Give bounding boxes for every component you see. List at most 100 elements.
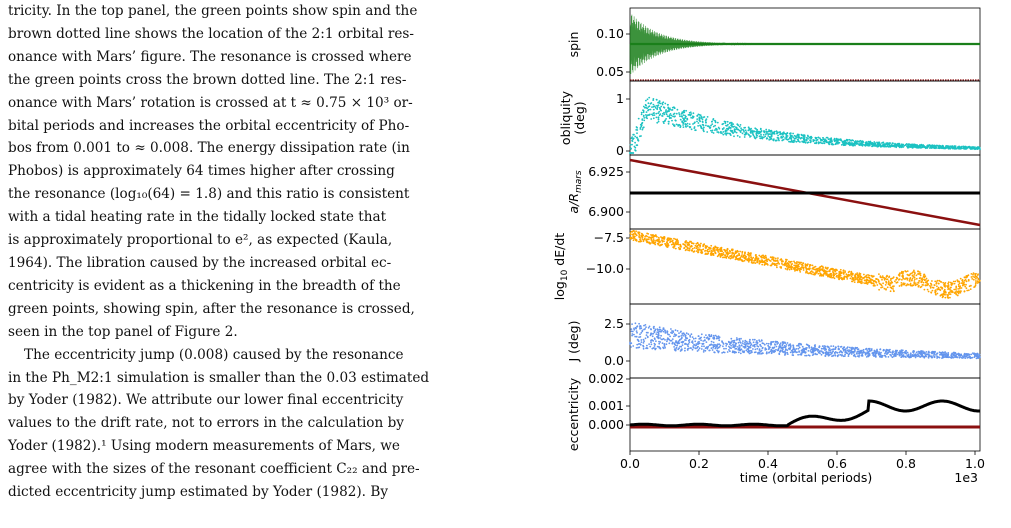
obliquity-point [819,141,821,144]
inclination-point [684,335,687,337]
inclination-point [781,341,784,344]
inclination-point [758,348,761,350]
dissipation-point [744,251,746,254]
obliquity-point [652,108,655,111]
obliquity-point [654,105,656,108]
obliquity-point [657,104,660,107]
obliquity-point [780,135,783,138]
dissipation-point [756,259,759,262]
obliquity-point [645,99,647,102]
inclination-point [735,339,738,341]
dissipation-point [851,280,853,283]
inclination-point [658,326,661,329]
obliquity-point [879,145,882,147]
inclination-point [638,336,640,338]
obliquity-point [726,125,728,127]
dissipation-point [858,281,861,283]
obliquity-point [677,124,679,126]
inclination-point [864,348,867,350]
obliquity-point [696,120,698,123]
inclination-point [917,354,920,357]
dissipation-point [938,280,941,282]
dissipation-point [731,251,734,254]
inclination-point [657,331,660,334]
dissipation-point [972,275,974,278]
obliquity-point [962,145,965,148]
inclination-point [921,354,924,357]
obliquity-point [676,108,679,111]
dissipation-point [902,283,905,285]
inclination-point [653,345,656,347]
obliquity-point [641,121,644,124]
obliquity-point [736,128,739,131]
dissipation-point [694,244,697,247]
dissipation-point [798,263,801,265]
obliquity-point [825,136,828,139]
dissipation-point [918,280,920,282]
obliquity-point [791,135,793,137]
y-tick-label: 0.001 [588,398,624,413]
dissipation-point [683,243,686,246]
obliquity-point [810,136,813,139]
obliquity-point [669,113,672,115]
obliquity-point [714,124,716,127]
obliquity-point [784,137,786,139]
inclination-point [896,349,898,352]
inclination-point [832,345,835,348]
obliquity-point [807,141,810,144]
dissipation-point [944,286,947,288]
inclination-point [666,330,669,333]
dissipation-point [867,281,870,284]
obliquity-point [815,139,818,142]
dissipation-point [924,284,927,287]
obliquity-point [755,127,757,130]
obliquity-point [761,136,764,139]
inclination-point [866,349,869,351]
obliquity-point [666,110,669,113]
obliquity-point [797,139,800,142]
dissipation-point [909,277,912,279]
obliquity-point [679,118,682,121]
obliquity-point [690,113,693,115]
dissipation-point [672,246,674,249]
obliquity-point [703,116,706,118]
obliquity-point [822,138,825,141]
obliquity-point [635,126,638,128]
inclination-point [800,353,803,356]
inclination-point [644,337,647,340]
obliquity-point [765,130,768,133]
obliquity-point [851,142,853,145]
dissipation-point [810,272,813,275]
dissipation-point [693,247,696,249]
dissipation-point [728,252,731,255]
obliquity-point [670,114,673,117]
obliquity-point [686,125,689,127]
inclination-point [739,349,742,352]
dissipation-point [926,280,929,282]
dissipation-point [741,254,743,256]
inclination-point [645,347,648,349]
obliquity-point [756,134,758,137]
dissipation-point [949,293,952,295]
dissipation-point [765,262,768,265]
obliquity-point [725,134,728,136]
dissipation-point [922,281,925,284]
text-line: Phobos) is approximately 64 times higher… [8,163,395,180]
inclination-point [775,348,777,351]
inclination-point [878,353,881,355]
dissipation-point [921,284,924,286]
obliquity-point [641,119,644,121]
inclination-point [820,350,823,352]
dissipation-point [731,249,734,252]
dissipation-point [858,277,861,280]
dissipation-point [869,281,871,284]
inclination-point [714,347,717,350]
inclination-point [889,353,892,356]
dissipation-point [913,280,916,282]
obliquity-point [629,147,632,150]
inclination-point [738,344,741,347]
inclination-point [660,334,662,337]
obliquity-point [640,113,643,116]
inclination-point [631,323,633,325]
dissipation-point [788,260,790,263]
